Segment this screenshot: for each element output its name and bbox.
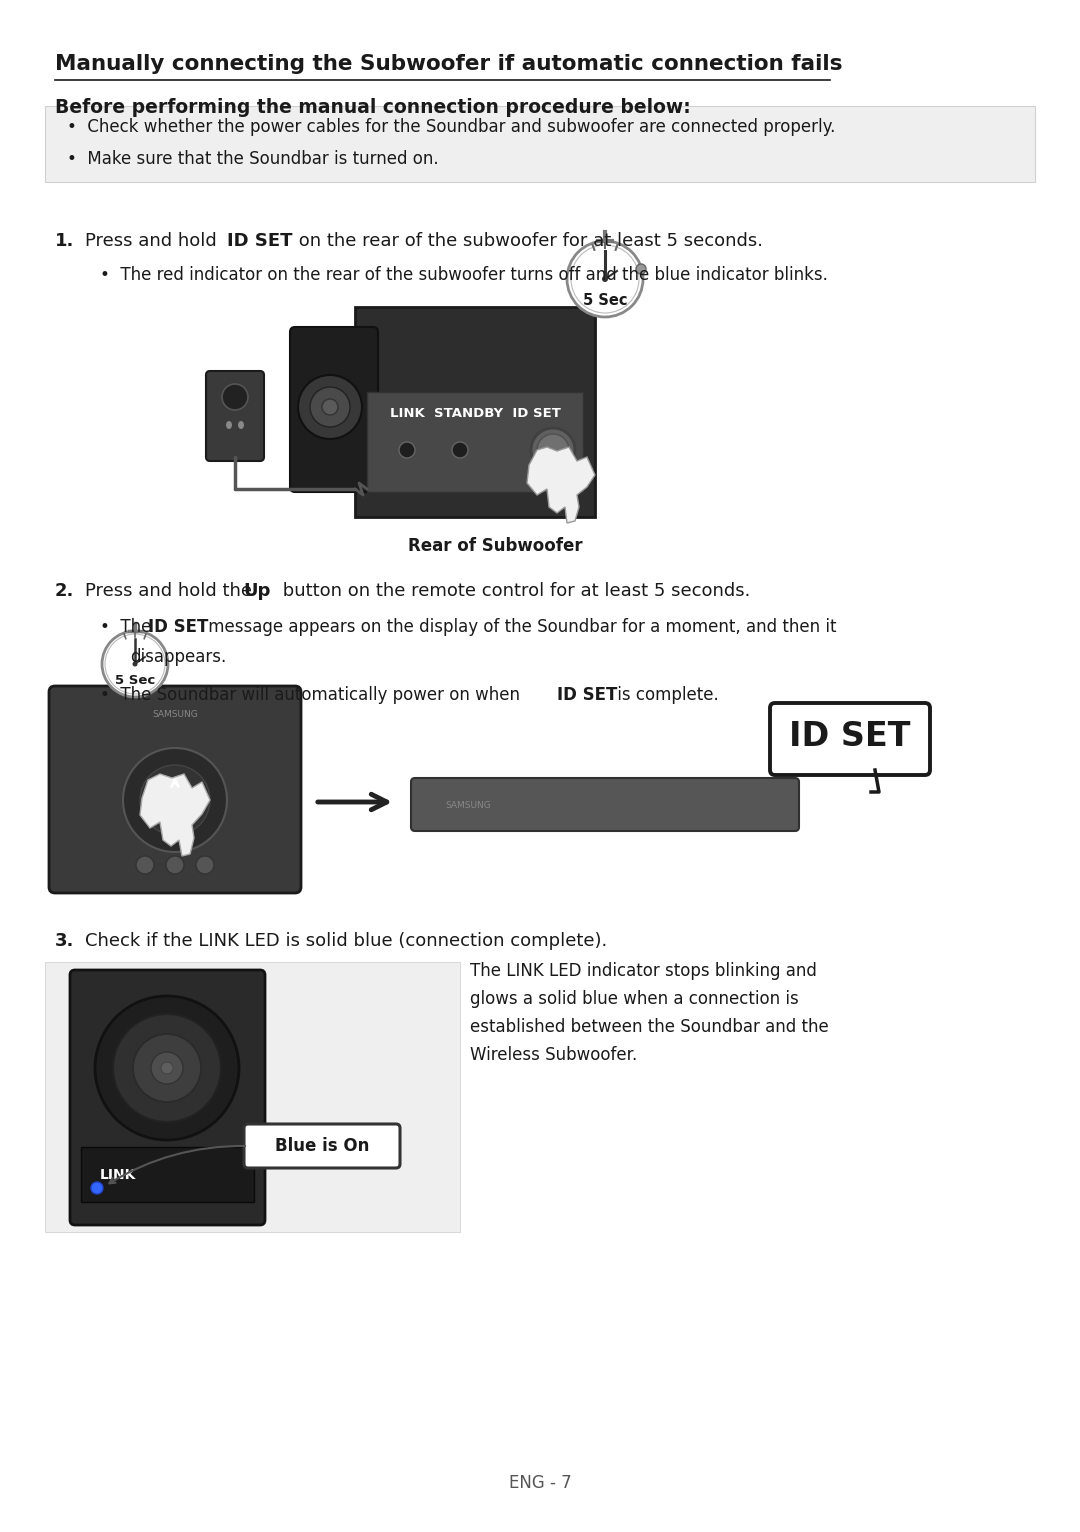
Circle shape (102, 631, 168, 697)
Circle shape (322, 398, 338, 415)
Text: button on the remote control for at least 5 seconds.: button on the remote control for at leas… (276, 582, 751, 601)
Circle shape (602, 276, 608, 282)
FancyBboxPatch shape (70, 970, 265, 1226)
Text: is complete.: is complete. (612, 686, 719, 705)
Circle shape (222, 385, 248, 411)
Circle shape (133, 662, 137, 666)
FancyBboxPatch shape (49, 686, 301, 893)
Circle shape (133, 1034, 201, 1102)
Text: 5 Sec: 5 Sec (114, 674, 156, 686)
Text: •  The red indicator on the rear of the subwoofer turns off and the blue indicat: • The red indicator on the rear of the s… (100, 267, 828, 283)
Polygon shape (140, 774, 210, 856)
Text: SAMSUNG: SAMSUNG (445, 801, 490, 809)
Text: SAMSUNG: SAMSUNG (152, 709, 198, 719)
Text: •  Make sure that the Soundbar is turned on.: • Make sure that the Soundbar is turned … (67, 150, 438, 169)
FancyBboxPatch shape (355, 306, 595, 516)
Text: ID SET: ID SET (557, 686, 618, 705)
Circle shape (166, 856, 184, 873)
Circle shape (140, 764, 210, 835)
Text: 2.: 2. (55, 582, 75, 601)
Text: glows a solid blue when a connection is: glows a solid blue when a connection is (470, 990, 799, 1008)
Text: on the rear of the subwoofer for at least 5 seconds.: on the rear of the subwoofer for at leas… (293, 231, 762, 250)
FancyBboxPatch shape (81, 1147, 254, 1203)
Text: Manually connecting the Subwoofer if automatic connection fails: Manually connecting the Subwoofer if aut… (55, 54, 842, 74)
Text: ID SET: ID SET (227, 231, 293, 250)
Text: Before performing the manual connection procedure below:: Before performing the manual connection … (55, 98, 691, 116)
Text: Check if the LINK LED is solid blue (connection complete).: Check if the LINK LED is solid blue (con… (85, 931, 607, 950)
FancyBboxPatch shape (45, 106, 1035, 182)
Circle shape (636, 264, 646, 274)
Text: •  Check whether the power cables for the Soundbar and subwoofer are connected p: • Check whether the power cables for the… (67, 118, 835, 136)
Text: ID SET: ID SET (148, 617, 208, 636)
Circle shape (151, 1052, 183, 1085)
Text: disappears.: disappears. (130, 648, 226, 666)
FancyBboxPatch shape (244, 1124, 400, 1167)
Text: message appears on the display of the Soundbar for a moment, and then it: message appears on the display of the So… (203, 617, 837, 636)
Text: •  The: • The (100, 617, 157, 636)
Text: The LINK LED indicator stops blinking and: The LINK LED indicator stops blinking an… (470, 962, 816, 980)
Text: •  The Soundbar will automatically power on when: • The Soundbar will automatically power … (100, 686, 525, 705)
Circle shape (310, 388, 350, 427)
Text: Rear of Subwoofer: Rear of Subwoofer (407, 538, 582, 555)
Text: Up: Up (243, 582, 270, 601)
Circle shape (531, 427, 575, 472)
Circle shape (95, 996, 239, 1140)
Text: ID SET: ID SET (789, 720, 910, 754)
Circle shape (91, 1183, 103, 1193)
Text: LINK: LINK (100, 1167, 136, 1183)
FancyBboxPatch shape (206, 371, 264, 461)
Text: ENG - 7: ENG - 7 (509, 1474, 571, 1492)
FancyBboxPatch shape (770, 703, 930, 775)
Circle shape (161, 1062, 173, 1074)
FancyBboxPatch shape (45, 962, 460, 1232)
Text: 3.: 3. (55, 931, 75, 950)
Circle shape (453, 443, 468, 458)
Circle shape (136, 856, 154, 873)
Circle shape (298, 375, 362, 440)
Ellipse shape (238, 421, 244, 429)
Circle shape (123, 748, 227, 852)
Polygon shape (527, 447, 595, 522)
Text: Wireless Subwoofer.: Wireless Subwoofer. (470, 1046, 637, 1065)
Circle shape (567, 241, 643, 317)
Circle shape (113, 1014, 221, 1121)
Circle shape (105, 634, 165, 694)
Circle shape (571, 245, 639, 313)
Ellipse shape (226, 421, 232, 429)
Text: 5 Sec: 5 Sec (583, 293, 627, 308)
FancyBboxPatch shape (291, 326, 378, 492)
Circle shape (399, 443, 415, 458)
Text: Blue is On: Blue is On (274, 1137, 369, 1155)
Text: Press and hold: Press and hold (85, 231, 222, 250)
Circle shape (157, 781, 193, 818)
Circle shape (195, 856, 214, 873)
Text: Press and hold the: Press and hold the (85, 582, 258, 601)
Text: 1.: 1. (55, 231, 75, 250)
Text: LINK  STANDBY  ID SET: LINK STANDBY ID SET (390, 408, 561, 420)
Circle shape (537, 434, 569, 466)
Text: established between the Soundbar and the: established between the Soundbar and the (470, 1017, 828, 1036)
FancyBboxPatch shape (411, 778, 799, 830)
FancyBboxPatch shape (367, 392, 583, 492)
